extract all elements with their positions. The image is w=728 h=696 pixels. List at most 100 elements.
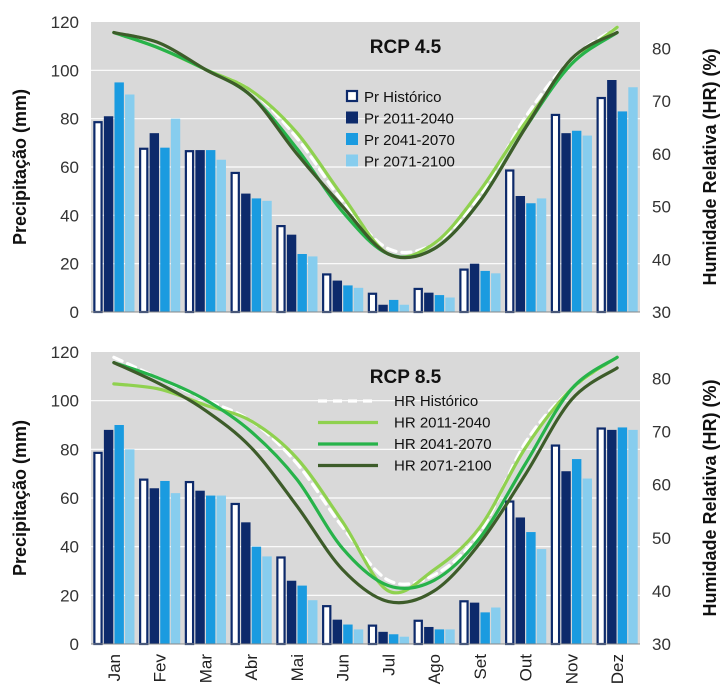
bar-series2-Jul <box>378 631 388 644</box>
bar-series3-Ago <box>434 295 445 312</box>
chart-panel-1: 0 20 40 60 80 100 120 30 40 50 60 70 80 RCP 4.5 Precip… <box>10 13 720 322</box>
legend-label: HR 2011-2040 <box>394 415 490 432</box>
bar-series1-Set <box>459 600 469 646</box>
bar-series1-Abr <box>230 171 240 314</box>
panel-title: RCP 4.5 <box>370 37 442 58</box>
bar-series4-Ago <box>445 629 455 644</box>
bar-series3-Mai <box>297 585 307 644</box>
y2-tick-label: 50 <box>652 529 671 548</box>
bar-series3-Abr <box>251 546 262 644</box>
bar-series3-Jun <box>343 624 353 644</box>
bar-series1-Mar <box>184 150 195 314</box>
bar-series2-Set <box>469 263 480 312</box>
x-tick-label: Set <box>471 654 490 680</box>
bar-series3-Jun <box>343 285 353 312</box>
bar-series3-Out <box>526 203 536 312</box>
y2-tick-label: 60 <box>652 476 671 495</box>
bar-series4-Mai <box>308 600 318 644</box>
x-tick-label: Abr <box>242 654 261 681</box>
bar-series1-Mar <box>184 480 195 646</box>
chart-panel-2: 0 20 40 60 80 100 120 30 40 50 60 70 80 RCP 8.5 Precip… <box>10 343 720 684</box>
bar-series1-Jan <box>93 121 103 314</box>
bar-series1-Jan <box>93 451 103 646</box>
bar-series4-Mai <box>308 256 318 312</box>
bar-series3-Set <box>480 612 490 644</box>
bar-series3-Mar <box>205 495 216 644</box>
y-tick-label: 60 <box>60 158 79 177</box>
bar-series4-Dez <box>628 429 638 644</box>
y-axis-title: Precipitação (mm) <box>10 89 30 245</box>
bar-series3-Dez <box>617 427 628 644</box>
bar-series3-Abr <box>251 198 262 312</box>
bar-series2-Jan <box>103 116 114 312</box>
x-tick-label: Jan <box>105 654 124 681</box>
y2-tick-label: 50 <box>652 198 671 217</box>
x-tick-label: Dez <box>608 654 627 684</box>
bar-series4-Jul <box>399 304 409 312</box>
bar-series4-Nov <box>582 478 592 644</box>
y-tick-label: 80 <box>60 440 79 459</box>
bar-series3-Nov <box>571 130 582 312</box>
y-tick-label: 20 <box>60 586 79 605</box>
bar-series4-Dez <box>628 87 638 312</box>
y-tick-label: 0 <box>70 635 79 654</box>
y2-tick-label: 80 <box>652 370 671 389</box>
bar-series2-Abr <box>241 193 251 312</box>
bar-series2-Jan <box>103 429 114 644</box>
y-tick-label: 40 <box>60 206 79 225</box>
bar-series3-Jul <box>388 634 399 644</box>
x-tick-label: Nov <box>562 654 581 685</box>
bar-series2-Dez <box>607 80 617 312</box>
x-tick-label: Ago <box>425 654 444 684</box>
legend-label: HR Histórico <box>394 393 478 410</box>
bar-series1-Mai <box>276 225 286 314</box>
bar-series1-Fev <box>139 478 149 646</box>
bar-series3-Fev <box>160 147 170 312</box>
legend-label: HR 2071-2100 <box>394 458 492 475</box>
bar-series3-Ago <box>434 629 445 644</box>
legend-label: HR 2041-2070 <box>394 436 492 453</box>
bar-series2-Nov <box>561 471 571 644</box>
y-tick-label: 120 <box>51 343 79 362</box>
line-series3 <box>112 355 619 590</box>
bar-series4-Set <box>491 273 501 312</box>
legend-swatch <box>346 154 358 167</box>
bar-series1-Nov <box>550 113 561 314</box>
bar-series2-Jun <box>332 280 343 312</box>
y-tick-label: 100 <box>51 392 79 411</box>
bar-series3-Jan <box>114 425 124 644</box>
bar-series2-Fev <box>149 488 160 644</box>
bar-series4-Jun <box>353 287 364 312</box>
bar-series2-Dez <box>607 429 617 644</box>
y-tick-label: 100 <box>51 61 79 80</box>
bar-series2-Fev <box>149 133 160 312</box>
bar-series1-Abr <box>230 502 240 646</box>
legend-label: Pr Histórico <box>364 89 442 106</box>
y2-tick-label: 70 <box>652 423 671 442</box>
bar-series3-Jan <box>114 82 124 313</box>
panel-title: RCP 8.5 <box>370 367 442 388</box>
bar-series3-Mar <box>205 150 216 312</box>
y2-tick-label: 40 <box>652 250 671 269</box>
y-tick-label: 80 <box>60 110 79 129</box>
bar-series2-Jun <box>332 619 343 644</box>
y2-axis-title: Humidade Relativa (HR) (%) <box>700 48 720 285</box>
legend-swatch <box>346 133 358 145</box>
bar-series2-Out <box>515 196 526 312</box>
bar-series2-Ago <box>424 626 434 644</box>
bar-series4-Abr <box>262 556 272 644</box>
bar-series3-Fev <box>160 480 170 644</box>
bar-series3-Out <box>526 532 536 644</box>
y-tick-label: 20 <box>60 255 79 274</box>
x-tick-label: Jun <box>334 654 353 681</box>
bar-series4-Mar <box>216 495 226 644</box>
bar-series2-Nov <box>561 133 571 312</box>
bar-series2-Ago <box>424 292 434 312</box>
y2-tick-label: 30 <box>652 303 671 322</box>
bar-series2-Jul <box>378 304 388 312</box>
bar-series3-Set <box>480 270 490 312</box>
y2-tick-label: 30 <box>652 635 671 654</box>
bar-series4-Ago <box>445 297 455 312</box>
